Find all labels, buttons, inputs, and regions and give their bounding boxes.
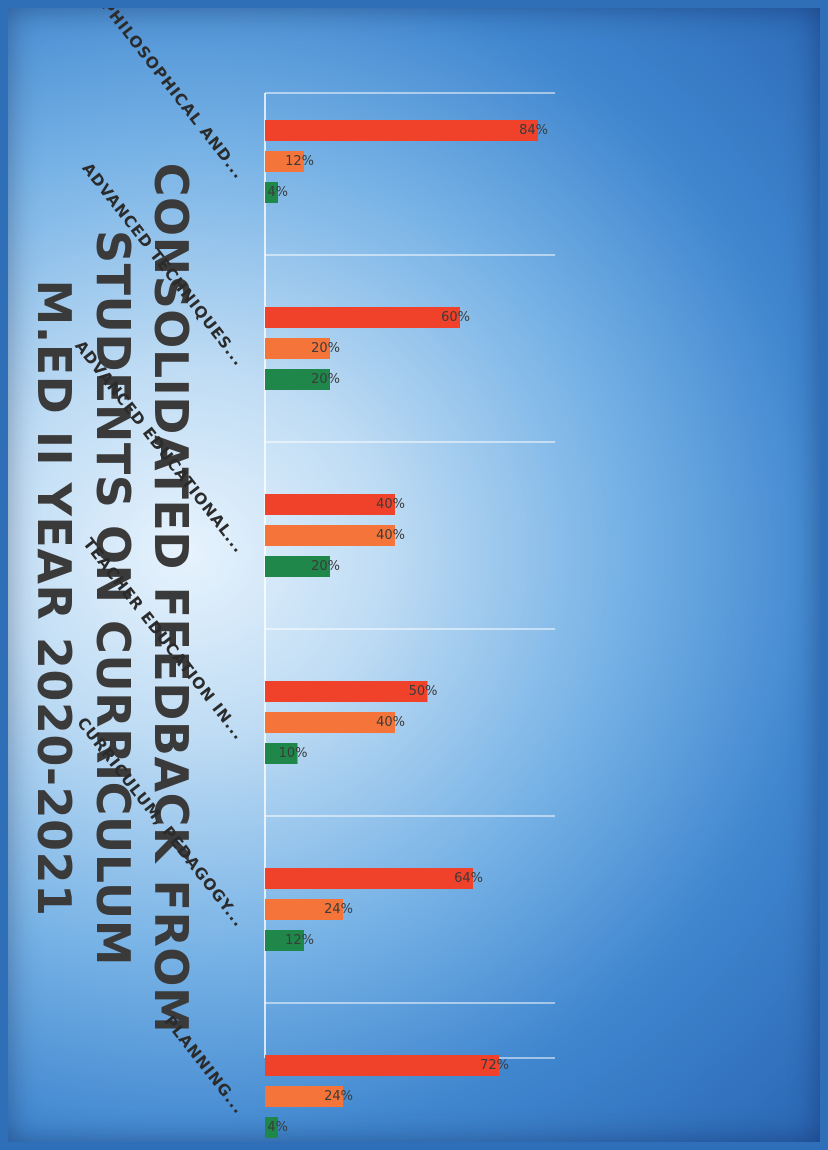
bar-1 [265,681,428,702]
bar-2 [265,1086,343,1107]
bar-3 [265,930,304,951]
data-label: 12% [285,154,314,169]
data-label: 20% [311,559,340,574]
data-label: 40% [376,715,405,730]
data-label: 50% [409,684,438,699]
data-label: 4% [267,185,288,200]
bar-3 [265,182,278,203]
data-label: 12% [285,933,314,948]
bar-1 [265,1055,499,1076]
data-label: 40% [376,528,405,543]
bar-1 [265,868,473,889]
category-label: ADVANCED EDUCATIONAL... [71,337,248,556]
category-label: TEACHER EDUCATION IN... [79,535,248,744]
bar-3 [265,1117,278,1138]
category-label: ADVANCED TECHNIQUES... [78,159,248,369]
category-label: CURRICULUM, PEDAGOGY... [73,714,248,930]
bar-2 [265,712,395,733]
bar-3 [265,743,298,764]
category-label: PHILOSOPHICAL AND... [98,8,248,182]
data-label: 60% [441,310,470,325]
data-label: 84% [519,123,548,138]
data-label: 10% [279,746,308,761]
bar-1 [265,307,460,328]
bar-1 [265,120,538,141]
data-label: 20% [311,372,340,387]
data-label: 24% [324,1089,353,1104]
data-label: 72% [480,1058,509,1073]
bar-chart: 84% 12% 4% PHILOSOPHICAL AND... 60% 20% 20% ADV… [71,8,555,1138]
bar-2 [265,525,395,546]
slide: CONSOLIDATED FEEDBACK FROM STUDENTS ON C… [8,8,820,1142]
data-label: 40% [376,497,405,512]
bar-3 [265,556,330,577]
category-label: PLANNING... [160,1012,248,1117]
bar-1 [265,494,395,515]
rotated-slide-content: CONSOLIDATED FEEDBACK FROM STUDENTS ON C… [8,8,820,1142]
bar-2 [265,899,343,920]
data-label: 64% [454,871,483,886]
data-label: 4% [267,1120,288,1135]
data-label: 20% [311,341,340,356]
bar-2 [265,151,304,172]
data-label: 24% [324,902,353,917]
bar-2 [265,338,330,359]
bar-3 [265,369,330,390]
